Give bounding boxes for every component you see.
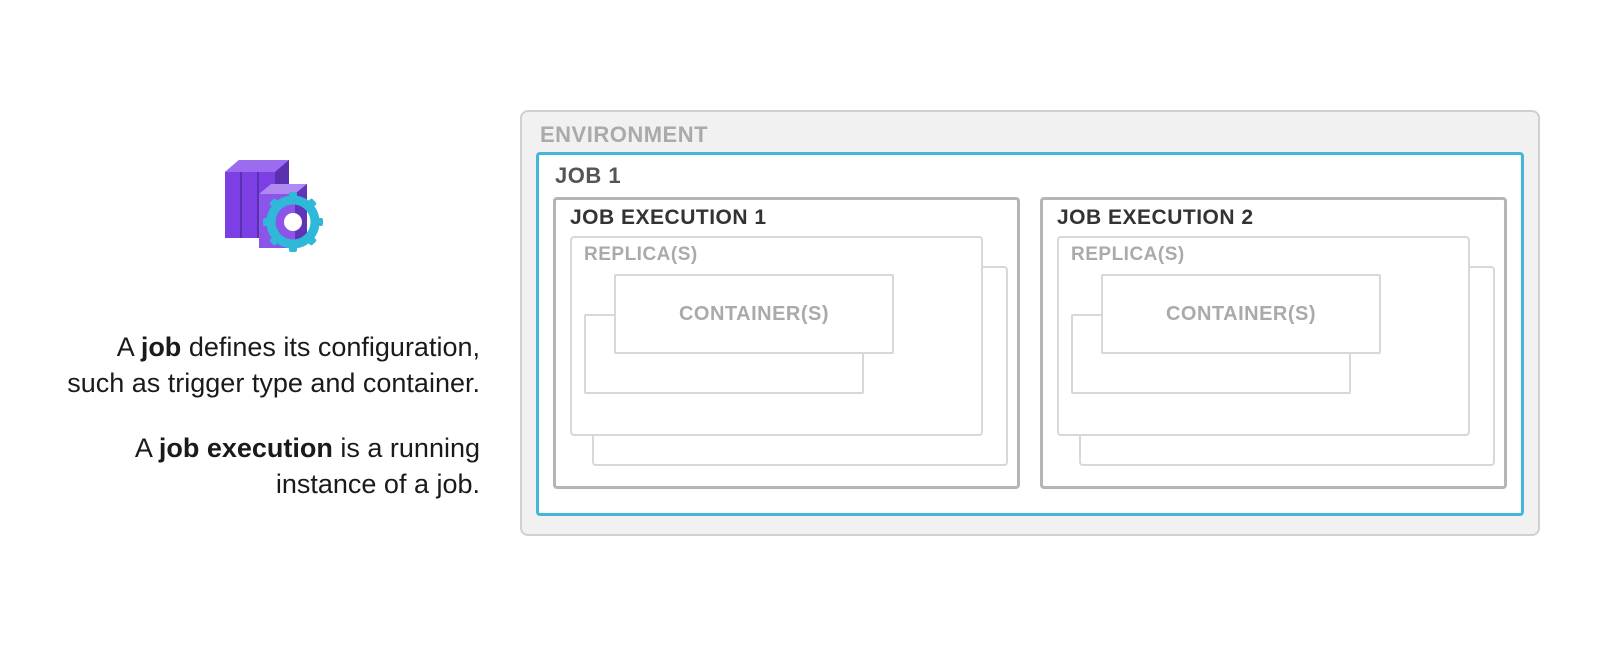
replica-box-front: REPLICA(S) CONTAINER(S) xyxy=(1057,236,1470,436)
job-label: JOB 1 xyxy=(555,163,1507,189)
job-execution-box: JOB EXECUTION 2 REPLICA(S) CONTAINER(S) xyxy=(1040,197,1507,489)
job-execution-label: JOB EXECUTION 2 xyxy=(1057,206,1490,230)
job-execution-box: JOB EXECUTION 1 REPLICA(S) CONTAINER(S) xyxy=(553,197,1020,489)
container-stack: CONTAINER(S) xyxy=(1071,274,1456,404)
replica-stack: REPLICA(S) CONTAINER(S) xyxy=(570,236,1003,456)
container-stack: CONTAINER(S) xyxy=(584,274,969,404)
container-label: CONTAINER(S) xyxy=(679,303,829,326)
job-execution-description: A job execution is a running instance of… xyxy=(60,430,480,503)
job-execution-label: JOB EXECUTION 1 xyxy=(570,206,1003,230)
environment-label: ENVIRONMENT xyxy=(540,122,1524,148)
diagram-panel: ENVIRONMENT JOB 1 JOB EXECUTION 1 REPLIC… xyxy=(520,110,1540,536)
desc2-bold: job execution xyxy=(159,433,333,463)
container-box-front: CONTAINER(S) xyxy=(1101,274,1381,354)
job-description: A job defines its configuration, such as… xyxy=(60,329,480,402)
replica-box-front: REPLICA(S) CONTAINER(S) xyxy=(570,236,983,436)
container-label: CONTAINER(S) xyxy=(1166,303,1316,326)
replica-label: REPLICA(S) xyxy=(584,244,969,266)
job-box: JOB 1 JOB EXECUTION 1 REPLICA(S) CONTAIN… xyxy=(536,152,1524,516)
desc1-bold: job xyxy=(141,332,182,362)
container-box-front: CONTAINER(S) xyxy=(614,274,894,354)
container-apps-icon xyxy=(205,144,335,269)
executions-row: JOB EXECUTION 1 REPLICA(S) CONTAINER(S) xyxy=(553,197,1507,489)
desc2-prefix: A xyxy=(135,433,159,463)
replica-label: REPLICA(S) xyxy=(1071,244,1456,266)
left-panel: A job defines its configuration, such as… xyxy=(60,144,520,503)
replica-stack: REPLICA(S) CONTAINER(S) xyxy=(1057,236,1490,456)
desc1-prefix: A xyxy=(117,332,141,362)
environment-box: ENVIRONMENT JOB 1 JOB EXECUTION 1 REPLIC… xyxy=(520,110,1540,536)
